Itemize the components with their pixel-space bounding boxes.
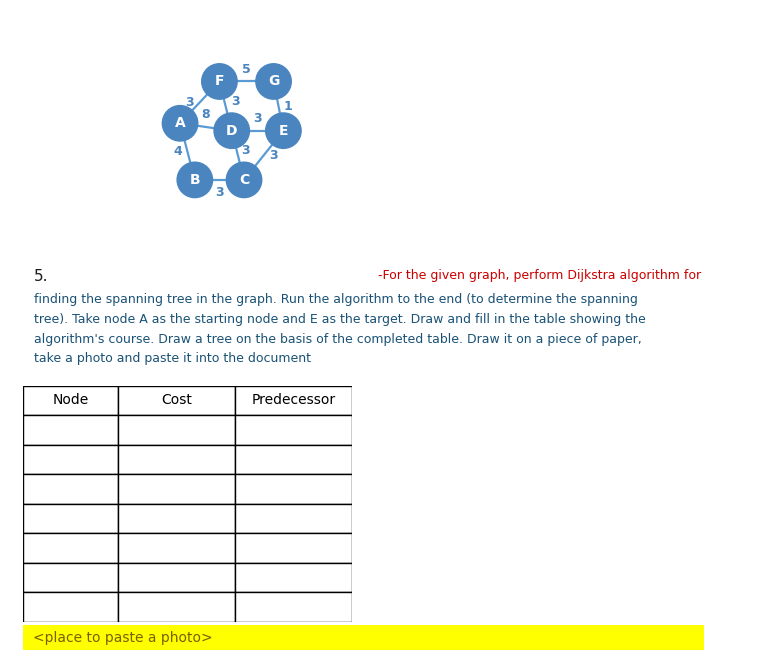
Bar — [118, 533, 235, 563]
Text: Predecessor: Predecessor — [251, 394, 335, 408]
Text: tree). Take node A as the starting node and E as the target. Draw and fill in th: tree). Take node A as the starting node … — [34, 313, 646, 326]
Bar — [23, 593, 118, 622]
Text: 5: 5 — [242, 63, 251, 76]
Circle shape — [201, 64, 237, 99]
Bar — [118, 593, 235, 622]
Text: 3: 3 — [231, 94, 240, 108]
Text: F: F — [215, 74, 224, 88]
Text: D: D — [226, 124, 238, 138]
Circle shape — [256, 64, 291, 99]
Text: Cost: Cost — [161, 394, 192, 408]
Text: algorithm's course. Draw a tree on the basis of the completed table. Draw it on : algorithm's course. Draw a tree on the b… — [34, 332, 642, 346]
Bar — [235, 474, 352, 504]
Bar — [23, 533, 118, 563]
Text: 3: 3 — [215, 186, 224, 199]
Text: 8: 8 — [201, 108, 210, 121]
Text: <place to paste a photo>: <place to paste a photo> — [33, 630, 213, 645]
Bar — [235, 445, 352, 474]
Bar — [23, 445, 118, 474]
Text: A: A — [175, 116, 185, 130]
Text: 5.: 5. — [34, 269, 48, 285]
Text: G: G — [268, 74, 279, 88]
Text: 3: 3 — [241, 144, 250, 157]
Bar — [23, 415, 118, 445]
Text: C: C — [239, 173, 249, 187]
Circle shape — [226, 162, 262, 198]
Bar — [23, 563, 118, 593]
Bar — [235, 563, 352, 593]
Text: 4: 4 — [173, 145, 182, 158]
Text: -For the given graph, perform Dijkstra algorithm for: -For the given graph, perform Dijkstra a… — [378, 269, 702, 283]
Bar — [118, 445, 235, 474]
Bar — [118, 563, 235, 593]
Text: 3: 3 — [185, 96, 195, 109]
Text: 3: 3 — [269, 149, 278, 162]
Text: B: B — [189, 173, 200, 187]
Text: finding the spanning tree in the graph. Run the algorithm to the end (to determi: finding the spanning tree in the graph. … — [34, 293, 638, 306]
Bar — [118, 386, 235, 415]
Bar — [118, 504, 235, 533]
Bar — [235, 386, 352, 415]
Bar — [235, 415, 352, 445]
Text: 3: 3 — [254, 112, 262, 125]
Text: E: E — [279, 124, 288, 138]
Text: take a photo and paste it into the document: take a photo and paste it into the docum… — [34, 352, 311, 366]
Text: Node: Node — [52, 394, 89, 408]
Bar — [235, 533, 352, 563]
Bar — [235, 504, 352, 533]
Bar — [23, 386, 118, 415]
Text: 1: 1 — [284, 100, 293, 112]
Circle shape — [214, 113, 250, 148]
Bar — [118, 415, 235, 445]
Circle shape — [266, 113, 301, 148]
Circle shape — [162, 106, 198, 141]
Circle shape — [177, 162, 213, 198]
Bar — [235, 593, 352, 622]
Bar — [23, 504, 118, 533]
Bar — [23, 474, 118, 504]
Bar — [118, 474, 235, 504]
